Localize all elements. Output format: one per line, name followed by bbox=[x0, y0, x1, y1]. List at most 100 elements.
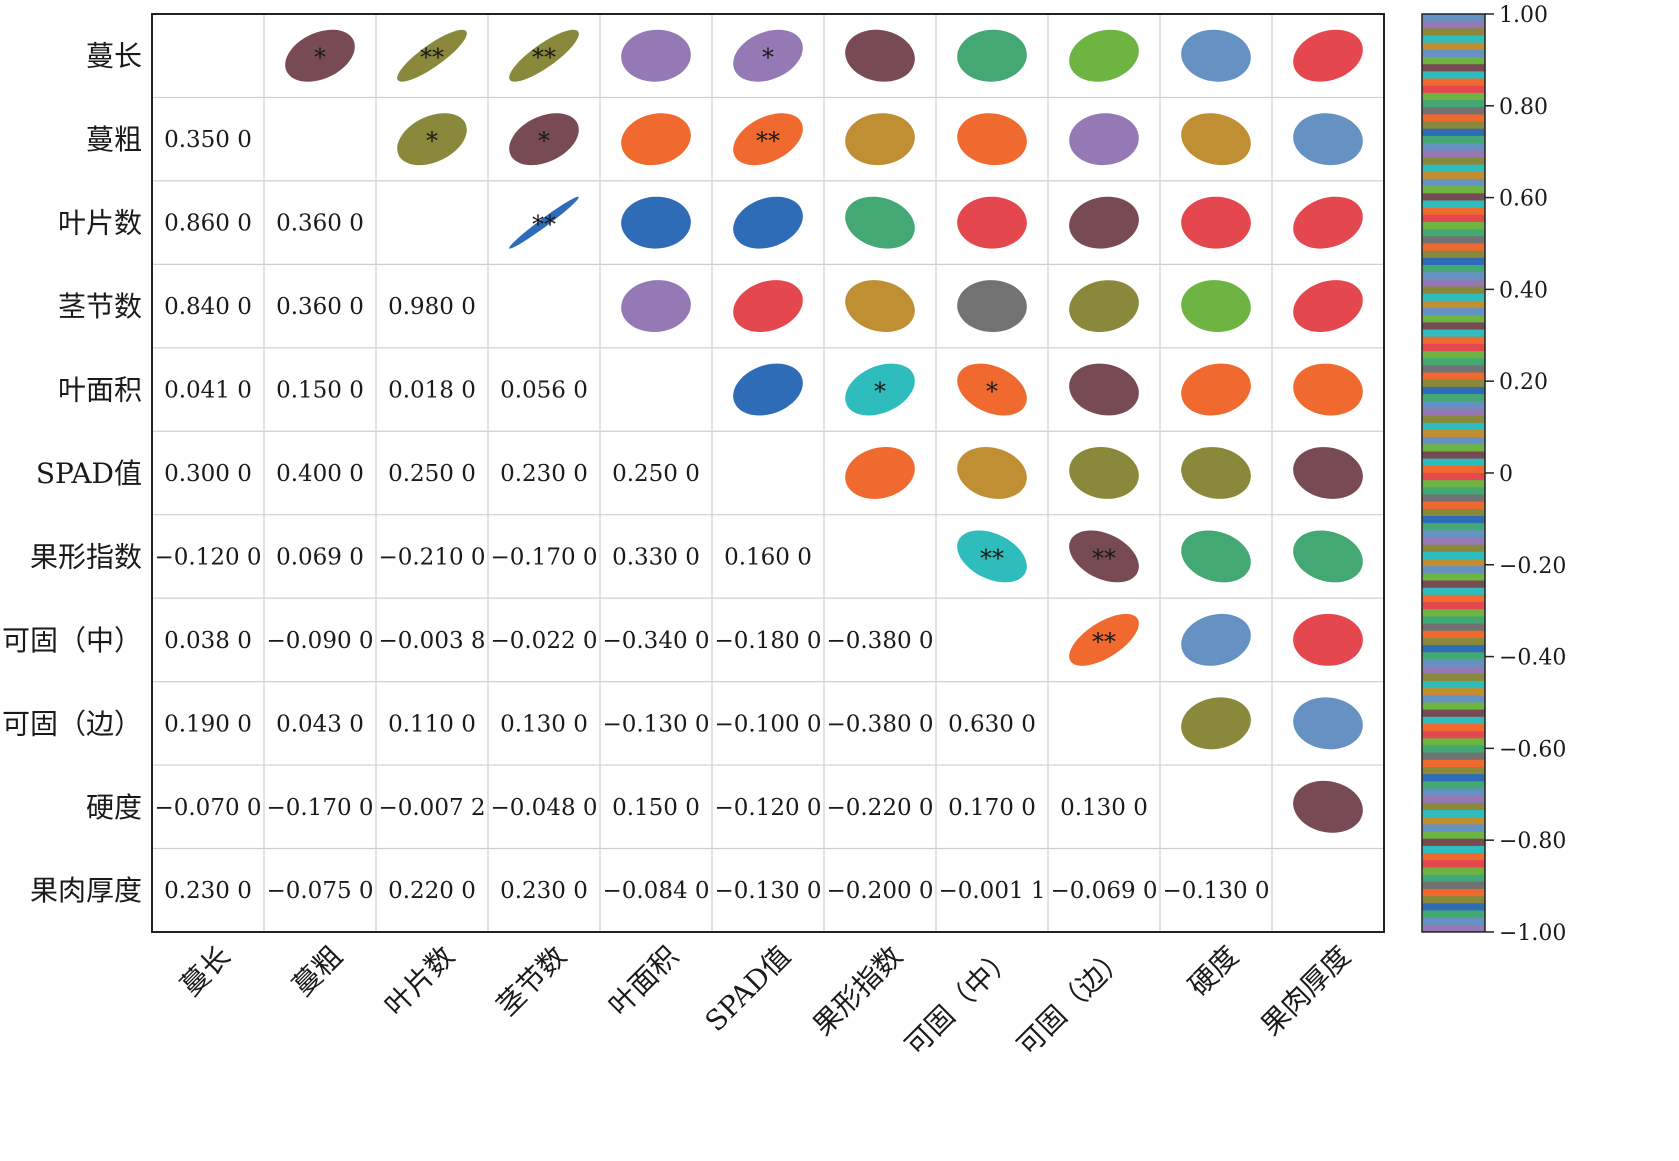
cell-value: 0.170 0 bbox=[948, 795, 1036, 821]
cell-value: −0.120 0 bbox=[714, 795, 821, 821]
correlation-ellipse bbox=[1293, 113, 1363, 166]
colorbar-stripe bbox=[1422, 221, 1485, 230]
cell-value: −0.380 0 bbox=[826, 711, 933, 737]
correlation-ellipse bbox=[509, 196, 579, 249]
cell-value: 0.860 0 bbox=[164, 211, 252, 237]
correlation-ellipse bbox=[1069, 530, 1139, 583]
colorbar-stripe bbox=[1422, 107, 1485, 115]
colorbar-stripe bbox=[1422, 257, 1485, 266]
colorbar-stripe bbox=[1422, 236, 1485, 245]
colorbar-stripe bbox=[1422, 394, 1485, 402]
significance-mark: * bbox=[986, 378, 998, 406]
significance-mark: * bbox=[538, 127, 550, 155]
colorbar-stripe bbox=[1422, 100, 1485, 108]
correlation-ellipse bbox=[1181, 613, 1251, 666]
colorbar-stripe bbox=[1422, 128, 1485, 137]
colorbar-stripe bbox=[1422, 709, 1485, 718]
correlation-ellipse bbox=[1069, 363, 1139, 416]
colorbar-stripe bbox=[1422, 164, 1485, 173]
cell-value: −0.130 0 bbox=[1162, 878, 1269, 904]
column-label: 蔓粗 bbox=[286, 940, 349, 1003]
colorbar-stripe bbox=[1422, 250, 1485, 259]
row-label: 可固（边） bbox=[2, 707, 142, 740]
cell-value: −0.001 1 bbox=[938, 878, 1045, 904]
colorbar-stripe bbox=[1422, 193, 1485, 202]
cell-value: −0.090 0 bbox=[266, 628, 373, 654]
correlation-ellipse bbox=[957, 113, 1027, 166]
colorbar-stripe bbox=[1422, 659, 1485, 668]
colorbar-stripe bbox=[1422, 688, 1485, 696]
colorbar-stripe bbox=[1422, 774, 1485, 782]
cell-value: 0.400 0 bbox=[276, 461, 364, 487]
row-label: 果肉厚度 bbox=[30, 874, 142, 907]
colorbar-stripe bbox=[1422, 329, 1485, 338]
correlation-ellipse bbox=[621, 29, 691, 82]
colorbar-stripe bbox=[1422, 114, 1485, 123]
colorbar-tick-label: 0.60 bbox=[1499, 187, 1548, 212]
colorbar-stripe bbox=[1422, 824, 1485, 833]
colorbar-stripe bbox=[1422, 637, 1485, 646]
cell-value: −0.003 8 bbox=[378, 628, 485, 654]
cell-value: 0.330 0 bbox=[612, 544, 700, 570]
correlation-ellipse bbox=[845, 280, 915, 332]
colorbar-stripe bbox=[1422, 200, 1485, 209]
significance-mark: ** bbox=[532, 44, 556, 72]
correlation-ellipse bbox=[285, 29, 355, 82]
cell-value: −0.048 0 bbox=[490, 795, 597, 821]
colorbar-stripe bbox=[1422, 214, 1485, 223]
colorbar-stripe bbox=[1422, 92, 1485, 101]
colorbar-tick-label: 0.20 bbox=[1499, 370, 1548, 395]
colorbar-stripe bbox=[1422, 573, 1485, 582]
colorbar-stripe bbox=[1422, 566, 1485, 574]
colorbar-stripe bbox=[1422, 752, 1485, 761]
correlation-ellipse bbox=[1069, 196, 1139, 249]
correlation-ellipse bbox=[397, 29, 467, 82]
colorbar-stripe bbox=[1422, 14, 1485, 22]
colorbar-stripe bbox=[1422, 308, 1485, 316]
colorbar-stripe bbox=[1422, 178, 1485, 187]
column-label: 可固（中） bbox=[899, 940, 1021, 1062]
column-label: 果形指数 bbox=[806, 940, 909, 1043]
colorbar-stripe bbox=[1422, 286, 1485, 295]
cell-value: −0.180 0 bbox=[714, 628, 821, 654]
colorbar-stripe bbox=[1422, 795, 1485, 804]
correlation-ellipse bbox=[957, 447, 1027, 499]
correlation-ellipse bbox=[1069, 113, 1139, 166]
column-label: 硬度 bbox=[1182, 940, 1245, 1003]
colorbar-stripe bbox=[1422, 408, 1485, 417]
colorbar-stripe bbox=[1422, 429, 1485, 438]
colorbar-stripe bbox=[1422, 35, 1485, 44]
colorbar-stripe bbox=[1422, 229, 1485, 237]
correlation-ellipse bbox=[1293, 530, 1363, 583]
colorbar-stripe bbox=[1422, 365, 1485, 374]
colorbar-tick-label: −1.00 bbox=[1499, 921, 1566, 946]
cell-value: 0.230 0 bbox=[500, 878, 588, 904]
colorbar-stripe bbox=[1422, 415, 1485, 424]
significance-mark: * bbox=[426, 127, 438, 155]
correlation-ellipse bbox=[1069, 29, 1139, 82]
correlation-ellipse bbox=[957, 530, 1027, 583]
correlation-ellipse bbox=[845, 447, 915, 499]
cell-value: −0.075 0 bbox=[266, 878, 373, 904]
cell-value: 0.360 0 bbox=[276, 211, 364, 237]
colorbar-stripe bbox=[1422, 516, 1485, 524]
colorbar-stripe bbox=[1422, 731, 1485, 739]
correlation-ellipse bbox=[733, 280, 803, 332]
cell-value: 0.840 0 bbox=[164, 294, 252, 320]
significance-mark: ** bbox=[532, 211, 556, 239]
plot-frame bbox=[151, 13, 1385, 933]
row-label: 蔓粗 bbox=[86, 123, 142, 156]
cell-value: 0.190 0 bbox=[164, 711, 252, 737]
cell-value: −0.130 0 bbox=[602, 711, 709, 737]
colorbar-stripe bbox=[1422, 401, 1485, 410]
significance-mark: * bbox=[762, 44, 774, 72]
colorbar-stripe bbox=[1422, 802, 1485, 811]
colorbar-stripe bbox=[1422, 616, 1485, 625]
cell-value: −0.069 0 bbox=[1050, 878, 1157, 904]
colorbar-stripe bbox=[1422, 630, 1485, 639]
row-label: 可固（中） bbox=[2, 624, 142, 657]
colorbar-stripe bbox=[1422, 867, 1485, 876]
colorbar-stripe bbox=[1422, 379, 1485, 388]
